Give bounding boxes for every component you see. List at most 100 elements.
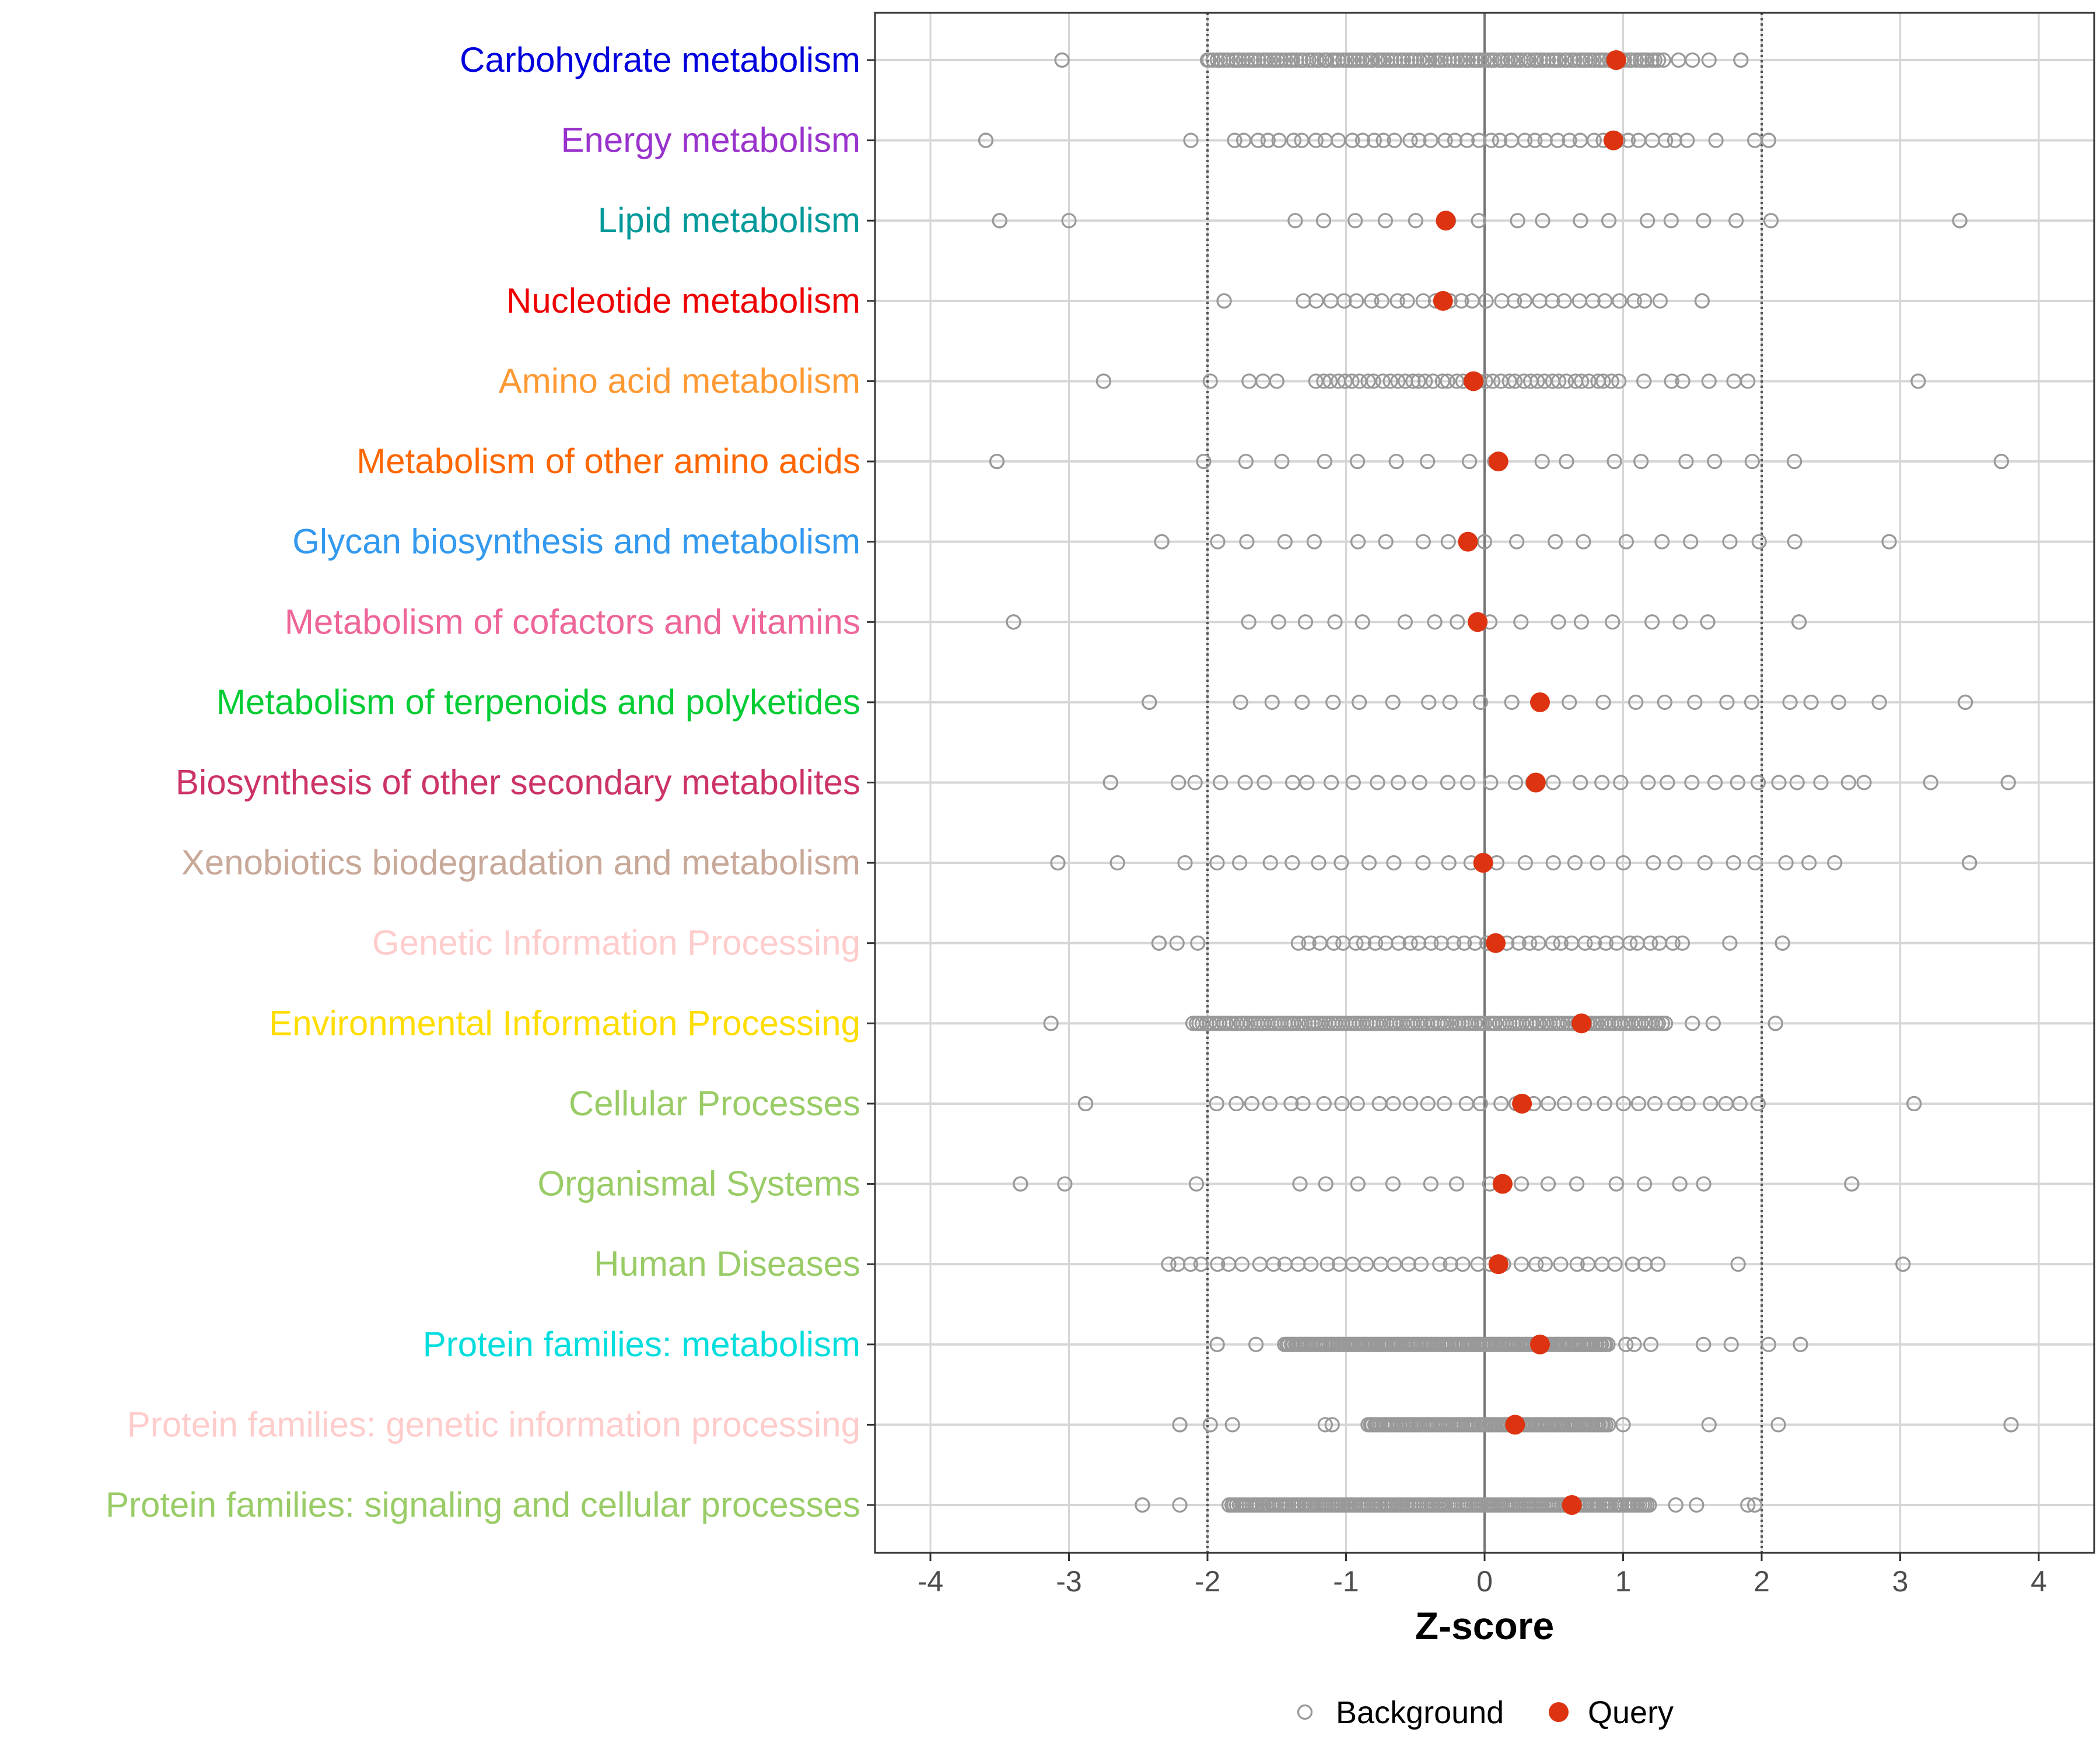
background-point <box>1232 855 1248 871</box>
background-point <box>1613 1016 1629 1031</box>
background-point <box>1553 935 1569 951</box>
background-point <box>1286 132 1301 148</box>
background-point <box>1345 132 1360 148</box>
background-point <box>1350 534 1366 550</box>
background-point <box>1334 855 1349 871</box>
x-tick-label: 3 <box>1892 1565 1909 1598</box>
background-point <box>1487 1016 1503 1031</box>
background-point <box>1622 935 1638 951</box>
background-point <box>1259 52 1275 68</box>
background-point <box>1598 935 1614 951</box>
background-point <box>1436 1096 1452 1112</box>
background-point <box>1536 52 1552 68</box>
background-point <box>1514 1016 1530 1031</box>
background-point <box>1774 935 1790 951</box>
background-point <box>1668 1497 1684 1513</box>
background-point <box>1683 534 1699 550</box>
background-point <box>1151 935 1167 951</box>
category-label: Energy metabolism <box>561 121 860 160</box>
background-point <box>1789 775 1805 790</box>
background-point <box>1696 1176 1712 1192</box>
background-point <box>1632 52 1648 68</box>
query-point <box>1488 452 1508 472</box>
background-point <box>1367 935 1383 951</box>
background-point <box>1467 935 1483 951</box>
background-point <box>1348 213 1363 229</box>
background-point <box>1684 775 1700 790</box>
background-point <box>1640 213 1656 229</box>
background-point <box>1660 775 1675 790</box>
x-tick-label: 1 <box>1615 1565 1632 1598</box>
background-point <box>1439 1016 1455 1031</box>
background-point <box>1306 534 1322 550</box>
background-point <box>1840 775 1856 790</box>
background-point <box>1235 1016 1251 1031</box>
background-point <box>1209 1336 1225 1352</box>
background-point <box>1169 935 1185 951</box>
background-point <box>1402 132 1418 148</box>
background-point <box>1317 1417 1333 1433</box>
background-point <box>1376 132 1391 148</box>
background-point <box>1642 1497 1657 1513</box>
background-point <box>1685 52 1700 68</box>
background-point <box>1687 694 1703 710</box>
background-point <box>1264 694 1280 710</box>
background-point <box>1787 534 1803 550</box>
background-point <box>1576 534 1591 550</box>
background-point <box>1771 775 1787 790</box>
background-point <box>1618 534 1634 550</box>
background-point <box>1722 534 1738 550</box>
background-point <box>1420 453 1436 470</box>
background-point <box>978 132 994 148</box>
background-point <box>1375 373 1391 389</box>
background-point <box>1366 132 1382 148</box>
background-point <box>1719 694 1735 710</box>
background-point <box>1196 453 1212 470</box>
background-point <box>1231 52 1247 68</box>
background-point <box>1472 1096 1488 1112</box>
background-point <box>1586 52 1602 68</box>
background-point <box>1188 1176 1205 1192</box>
query-point <box>1464 371 1483 391</box>
background-point <box>1667 132 1683 148</box>
background-point <box>1722 935 1738 951</box>
background-point <box>1322 373 1338 389</box>
background-point <box>1384 52 1399 68</box>
background-point <box>1244 1096 1260 1112</box>
background-point <box>1440 534 1456 550</box>
background-point <box>1269 373 1284 389</box>
category-label: Human Diseases <box>594 1244 860 1283</box>
background-point <box>1378 534 1394 550</box>
x-tick-label: 0 <box>1476 1565 1493 1598</box>
background-point <box>1316 1096 1332 1112</box>
background-point <box>1171 775 1186 790</box>
background-point <box>1606 453 1622 470</box>
background-point <box>1262 1096 1278 1112</box>
background-point <box>1380 52 1396 68</box>
background-point <box>1270 52 1286 68</box>
background-point <box>1277 534 1293 550</box>
background-point <box>1238 453 1254 470</box>
query-point <box>1486 933 1506 953</box>
background-point <box>1402 1096 1419 1112</box>
background-point <box>1421 694 1437 710</box>
background-point <box>1679 132 1695 148</box>
background-point <box>1472 694 1489 710</box>
background-point <box>1477 1016 1493 1031</box>
background-point <box>1250 132 1266 148</box>
background-point <box>1213 775 1228 790</box>
background-point <box>1415 534 1431 550</box>
category-label: Glycan biosynthesis and metabolism <box>292 522 860 561</box>
background-point <box>1656 52 1671 68</box>
background-point <box>1454 293 1469 309</box>
background-point <box>1374 293 1390 309</box>
background-point <box>1658 132 1674 148</box>
background-point <box>1510 213 1525 229</box>
background-point <box>1567 855 1583 871</box>
category-label: Protein families: genetic information pr… <box>127 1405 860 1444</box>
background-point <box>1241 614 1256 630</box>
background-point <box>1172 1417 1188 1433</box>
background-point <box>1447 132 1463 148</box>
background-point <box>1611 373 1627 389</box>
